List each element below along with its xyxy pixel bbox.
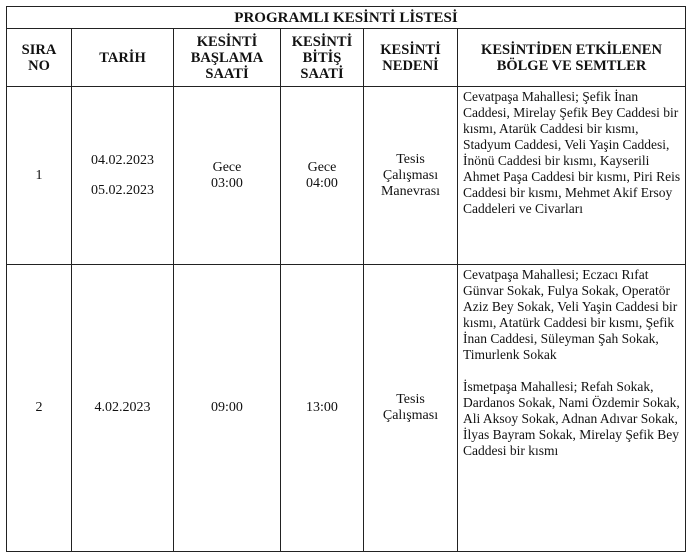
table-row: 1 04.02.2023 05.02.2023 Gece 03:00 Gece 04… xyxy=(6,86,686,265)
start-text: Gece xyxy=(212,159,242,175)
header-areas: KESİNTİDEN ETKİLENEN BÖLGE VE SEMTLER xyxy=(457,28,686,87)
row-no: 1 xyxy=(6,86,72,265)
row-reason: Tesis Çalışması Manevrası xyxy=(363,86,458,265)
reason-text: Tesis xyxy=(396,151,425,167)
date-text: 04.02.2023 xyxy=(91,152,154,168)
reason-text: Tesis xyxy=(396,392,425,407)
table-row: 2 4.02.2023 09:00 13:00 Tesis Çalışması C… xyxy=(6,264,686,552)
area-text: Cevatpaşa Mahallesi; Eczacı Rıfat Günvar… xyxy=(463,267,678,362)
row-areas: Cevatpaşa Mahallesi; Eczacı Rıfat Günvar… xyxy=(457,264,686,552)
row-end: 13:00 xyxy=(280,264,364,552)
header-start: KESİNTİ BAŞLAMA SAATİ xyxy=(173,28,281,87)
area-text: İsmetpaşa Mahallesi; Refah Sokak, Dardan… xyxy=(463,379,680,458)
reason-text: Manevrası xyxy=(380,183,441,199)
row-date: 4.02.2023 xyxy=(71,264,174,552)
reason-text: Çalışması xyxy=(382,167,439,183)
row-no: 2 xyxy=(6,264,72,552)
end-text: 04:00 xyxy=(306,175,338,191)
row-end: Gece 04:00 xyxy=(280,86,364,265)
header-reason: KESİNTİ NEDENİ xyxy=(363,28,458,87)
table-title: PROGRAMLI KESİNTİ LİSTESİ xyxy=(6,6,686,29)
area-text: Cevatpaşa Mahallesi; Şefik İnan Caddesi,… xyxy=(463,89,681,216)
row-start: Gece 03:00 xyxy=(173,86,281,265)
row-areas: Cevatpaşa Mahallesi; Şefik İnan Caddesi,… xyxy=(457,86,686,265)
end-text: Gece xyxy=(307,159,337,175)
row-start: 09:00 xyxy=(173,264,281,552)
row-reason: Tesis Çalışması xyxy=(363,264,458,552)
start-text: 03:00 xyxy=(211,175,243,191)
row-date: 04.02.2023 05.02.2023 xyxy=(71,86,174,265)
header-date: TARİH xyxy=(71,28,174,87)
header-end: KESİNTİ BİTİŞ SAATİ xyxy=(280,28,364,87)
date-text: 05.02.2023 xyxy=(91,182,154,198)
header-no: SIRA NO xyxy=(6,28,72,87)
reason-text: Çalışması xyxy=(382,408,439,423)
outage-table: PROGRAMLI KESİNTİ LİSTESİ SIRA NO TARİH … xyxy=(6,6,686,552)
